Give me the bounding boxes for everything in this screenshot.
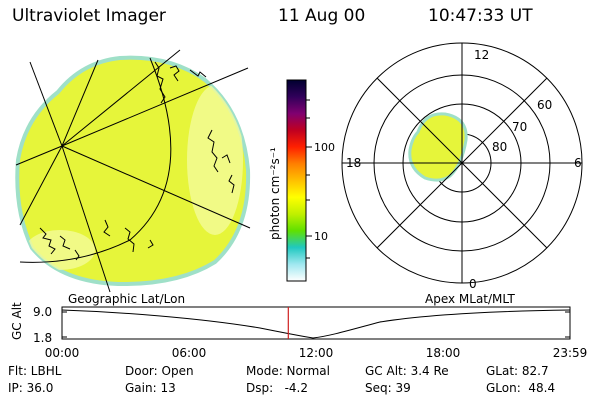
mlt-label-12: 12 <box>474 48 489 62</box>
colorbar-scale <box>286 79 307 282</box>
orbit-frame <box>61 306 571 340</box>
lat-label-80: 80 <box>492 140 507 154</box>
param-mode: Mode: Normal <box>246 364 330 378</box>
orbit-ytick: 9.0 <box>33 305 52 319</box>
orbit-time-tick: 06:00 <box>172 346 207 360</box>
orbit-time-tick: 23:59 <box>553 346 588 360</box>
param-seq: Seq: 39 <box>365 381 411 395</box>
lat-label-60: 60 <box>537 98 552 112</box>
colorbar-tick-label: 100 <box>314 141 335 154</box>
orbit-time-tick: 18:00 <box>426 346 461 360</box>
orbit-time-tick: 12:00 <box>299 346 334 360</box>
lat-label-70: 70 <box>512 120 527 134</box>
colorbar-tick-label: 10 <box>314 230 328 243</box>
param-glat: GLat: 82.7 <box>486 364 549 378</box>
orbit-time-tick: 00:00 <box>45 346 80 360</box>
mlt-label-18: 18 <box>346 156 361 170</box>
coastlines <box>39 61 235 261</box>
orbit-altitude-curve <box>61 309 571 339</box>
geo-grid <box>15 49 251 293</box>
colorbar-unit-label: photon cm⁻²s⁻¹ <box>268 147 282 240</box>
param-ip: IP: 36.0 <box>8 381 54 395</box>
param-filter: Flt: LBHL <box>8 364 62 378</box>
orbit-ytick: 1.8 <box>33 331 52 345</box>
param-gc-alt: GC Alt: 3.4 Re <box>365 364 449 378</box>
orbit-left-title: Geographic Lat/Lon <box>68 292 186 306</box>
mlt-label-6: 6 <box>574 156 582 170</box>
polar-spokes <box>342 43 582 283</box>
time-label: 10:47:33 UT <box>428 6 533 26</box>
param-gain: Gain: 13 <box>125 381 176 395</box>
param-dsp: Dsp: -4.2 <box>246 381 309 395</box>
orbit-axis-label: GC Alt <box>10 302 24 340</box>
param-glon: GLon: 48.4 <box>486 381 556 395</box>
instrument-title: Ultraviolet Imager <box>12 6 166 26</box>
param-door: Door: Open <box>125 364 194 378</box>
orbit-right-title: Apex MLat/MLT <box>425 292 515 306</box>
auroral-oval <box>408 112 468 182</box>
date-label: 11 Aug 00 <box>278 6 366 26</box>
mlt-label-0: 0 <box>469 277 477 291</box>
